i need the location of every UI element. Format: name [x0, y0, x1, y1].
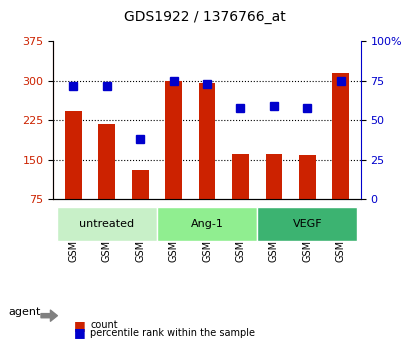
Text: GDS1922 / 1376766_at: GDS1922 / 1376766_at — [124, 10, 285, 24]
Text: agent: agent — [8, 307, 40, 317]
Bar — [165, 81, 182, 199]
Text: VEGF: VEGF — [292, 219, 321, 229]
Text: Ang-1: Ang-1 — [190, 219, 223, 229]
Bar — [198, 83, 215, 199]
Bar — [132, 170, 148, 199]
Text: percentile rank within the sample: percentile rank within the sample — [90, 328, 254, 338]
Text: count: count — [90, 321, 117, 330]
Text: ■: ■ — [74, 326, 85, 339]
Text: untreated: untreated — [79, 219, 134, 229]
Bar — [298, 156, 315, 199]
FancyBboxPatch shape — [256, 207, 357, 241]
FancyBboxPatch shape — [56, 207, 157, 241]
Bar — [65, 111, 81, 199]
Bar — [332, 73, 348, 199]
Bar — [265, 155, 281, 199]
Bar — [231, 155, 248, 199]
Bar — [98, 124, 115, 199]
FancyBboxPatch shape — [157, 207, 256, 241]
Text: ■: ■ — [74, 319, 85, 332]
